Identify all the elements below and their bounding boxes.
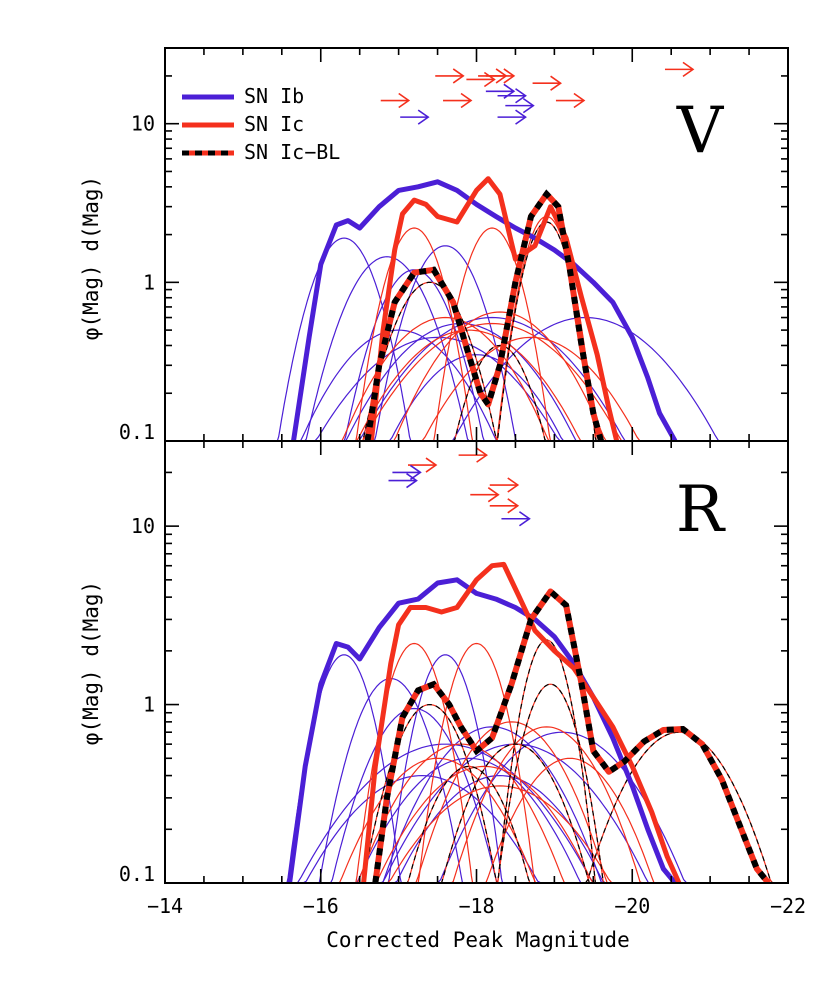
r-x-tick-label-3: −20 xyxy=(614,894,650,918)
legend-label-2: SN Ic−BL xyxy=(244,140,340,164)
r-limit-arrow-5 xyxy=(392,464,422,481)
band-label-r: R xyxy=(676,473,726,547)
v-component-ib-9 xyxy=(180,329,617,441)
band-label-v: V xyxy=(676,94,725,168)
legend-label-1: SN Ic xyxy=(244,112,304,136)
r-component-ib-0 xyxy=(250,654,438,883)
r-x-tick-label-4: −22 xyxy=(770,894,806,918)
v-component-ib-6 xyxy=(165,336,718,441)
v-limit-arrow-6 xyxy=(532,75,562,91)
r-series-0 xyxy=(287,577,678,883)
r-component-ic-1 xyxy=(383,642,570,883)
legend-label-0: SN Ib xyxy=(244,84,304,108)
r-limit-arrow-4 xyxy=(489,498,520,514)
v-component-ic-3 xyxy=(281,311,718,441)
r-component-ib-10 xyxy=(165,774,703,883)
v-y-tick-label-1: 1 xyxy=(143,270,155,294)
v-component-ib-1 xyxy=(246,256,528,441)
r-limit-arrow-0 xyxy=(407,457,438,473)
r-component-ib-5 xyxy=(219,757,718,883)
r-limit-arrow-6 xyxy=(388,472,418,489)
r-limit-arrow-7 xyxy=(501,511,531,527)
panel-r: −14 −16 −18 −20 −22 10 1 0.1 R xyxy=(119,440,806,918)
r-component-ic-2 xyxy=(324,721,699,883)
r-component-ib-3 xyxy=(258,707,570,883)
v-component-ic-1 xyxy=(227,316,664,441)
r-component-ib-8 xyxy=(313,731,788,883)
r-component-ic-6 xyxy=(219,757,656,883)
r-y-axis-title: φ(Mag) d(Mag) xyxy=(79,581,103,745)
r-component-ib-2 xyxy=(351,654,539,883)
r-component-ic-0 xyxy=(320,642,508,883)
r-x-tick-label-0: −14 xyxy=(147,894,183,918)
r-plot-area xyxy=(165,561,788,883)
v-component-ic-0 xyxy=(320,227,508,441)
v-plot-area xyxy=(165,176,788,441)
r-component-ic-8 xyxy=(219,785,781,883)
v-component-icbl-0 xyxy=(305,281,555,441)
r-component-ib-9 xyxy=(250,774,750,883)
v-limit-arrow-11 xyxy=(497,88,527,104)
r-y-tick-label-1: 1 xyxy=(143,693,155,717)
v-limit-arrow-8 xyxy=(664,61,695,78)
r-component-ic-4 xyxy=(359,726,734,883)
v-component-ic-2 xyxy=(398,227,586,441)
v-y-axis-title: φ(Mag) d(Mag) xyxy=(79,176,103,340)
v-component-ib-0 xyxy=(235,237,454,441)
v-component-ic-6 xyxy=(281,336,781,441)
r-series-2 xyxy=(372,588,771,883)
r-x-tick-label-2: −18 xyxy=(458,894,494,918)
x-axis-title: Corrected Peak Magnitude xyxy=(326,928,629,952)
v-component-icbl-2 xyxy=(390,344,609,441)
r-component-ic-5 xyxy=(235,765,734,883)
v-series-0 xyxy=(291,179,678,441)
v-component-ib-5 xyxy=(211,316,773,441)
v-y-tick-label-0: 10 xyxy=(131,112,155,136)
v-limit-arrow-12 xyxy=(505,97,535,114)
r-series-1 xyxy=(361,561,682,883)
v-limit-arrow-13 xyxy=(497,109,527,125)
v-limit-arrow-9 xyxy=(400,109,430,125)
r-component-icbl-3 xyxy=(359,743,672,883)
r-component-icbl-2 xyxy=(457,683,644,883)
v-limit-arrow-1 xyxy=(435,68,465,84)
r-x-tick-label-1: −16 xyxy=(303,894,339,918)
v-limit-arrow-5 xyxy=(485,68,516,84)
r-component-ib-4 xyxy=(274,726,711,883)
v-series-1 xyxy=(368,176,620,441)
v-limit-arrow-2 xyxy=(443,92,473,109)
v-component-ic-7 xyxy=(211,322,773,441)
legend: SN Ib SN Ic SN Ic−BL xyxy=(182,84,340,164)
r-limit-arrow-2 xyxy=(470,487,500,503)
v-component-ib-8 xyxy=(258,354,695,441)
r-component-ib-7 xyxy=(165,743,757,883)
r-y-tick-label-0: 10 xyxy=(131,514,155,538)
v-limit-arrow-3 xyxy=(466,71,496,88)
r-limit-arrow-3 xyxy=(489,477,520,493)
r-limit-arrow-1 xyxy=(458,447,489,463)
v-limit-arrow-0 xyxy=(380,92,411,109)
panel-v: 10 1 0.1 V xyxy=(119,47,789,444)
r-component-icbl-0 xyxy=(305,703,555,883)
v-component-ib-3 xyxy=(327,245,564,441)
v-y-tick-label-2: 0.1 xyxy=(119,420,155,444)
v-component-ic-5 xyxy=(219,329,718,441)
v-limit-arrow-7 xyxy=(555,92,586,109)
r-y-tick-label-2: 0.1 xyxy=(119,862,155,886)
r-component-ic-7 xyxy=(383,757,757,883)
